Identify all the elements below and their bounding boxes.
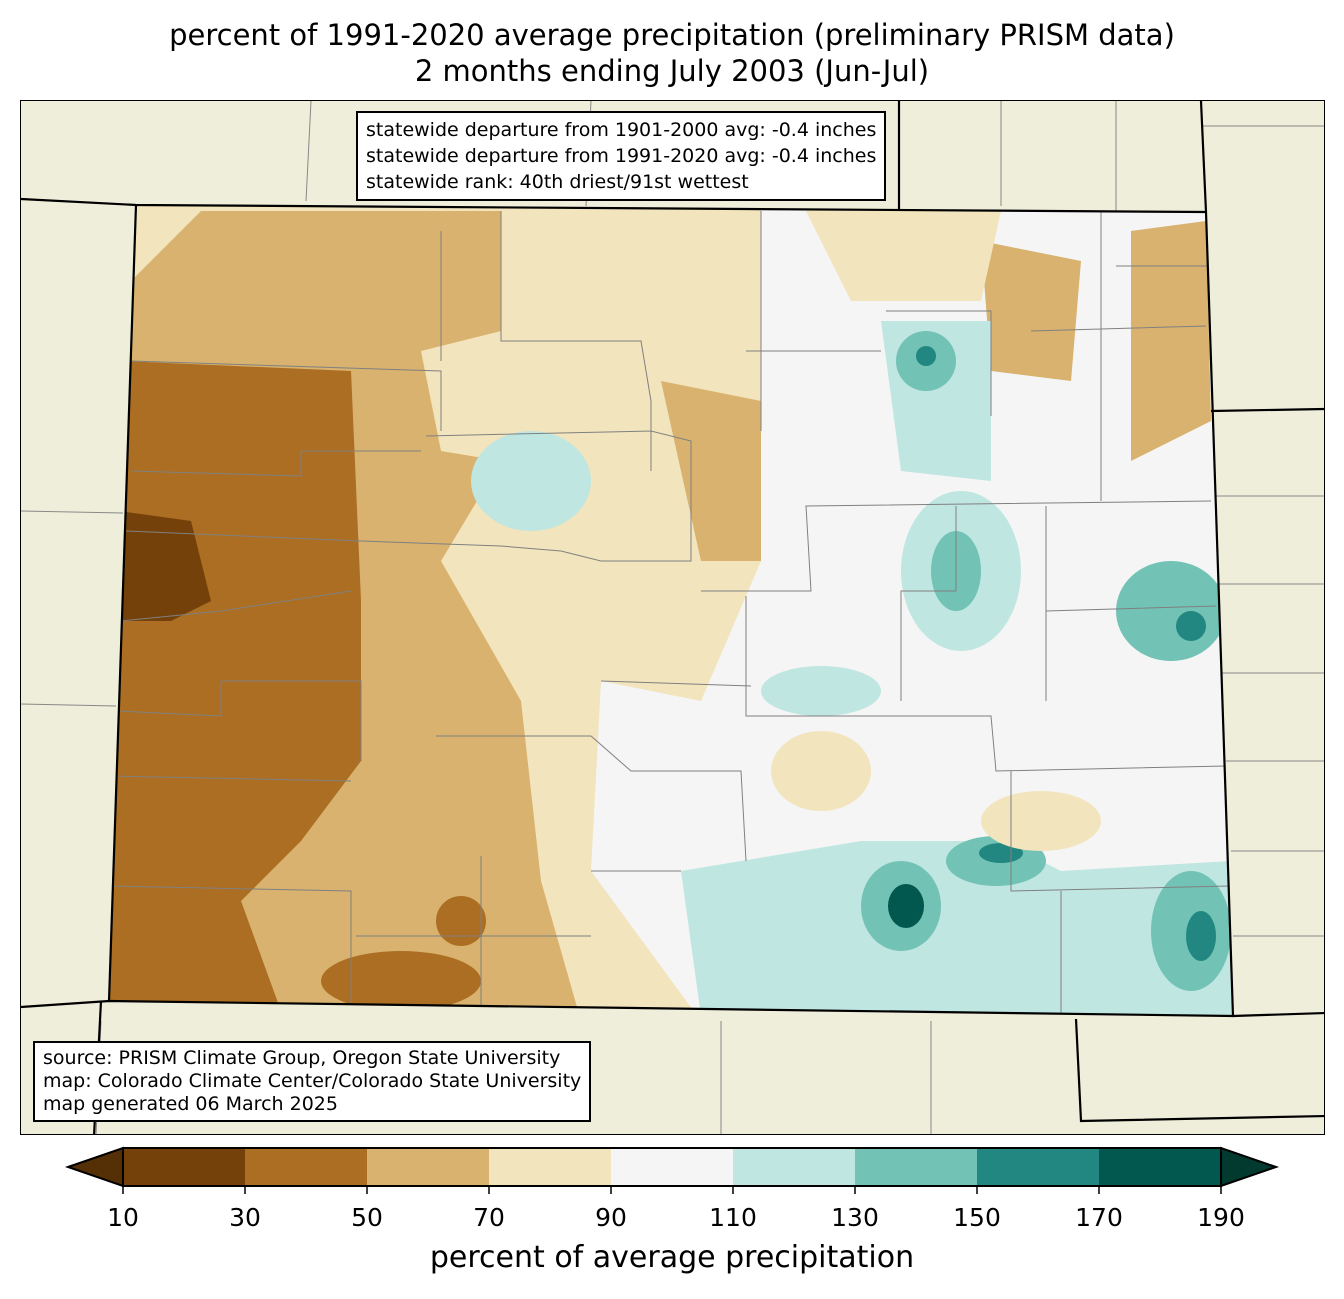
map-graphic xyxy=(21,101,1324,1134)
colorbar-under-arrow xyxy=(64,1146,124,1188)
generated-date-line: map generated 06 March 2025 xyxy=(43,1093,338,1115)
colorbar-segment xyxy=(489,1148,612,1186)
colorbar-segment xyxy=(977,1148,1100,1186)
colorbar-tick-label: 170 xyxy=(1075,1203,1123,1232)
statewide-stats-box: statewide departure from 1901-2000 avg: … xyxy=(356,111,887,201)
stat-rank: statewide rank: 40th driest/91st wettest xyxy=(366,171,749,193)
colorbar-tick-label: 30 xyxy=(229,1203,261,1232)
map-title: percent of 1991-2020 average precipitati… xyxy=(169,18,1175,52)
colorbar-segment xyxy=(123,1148,246,1186)
colorbar-tick-label: 10 xyxy=(107,1203,139,1232)
colorbar-segment xyxy=(245,1148,368,1186)
map-credit-line: map: Colorado Climate Center/Colorado St… xyxy=(43,1070,582,1092)
colorbar-tick-label: 50 xyxy=(351,1203,383,1232)
colorbar-segment xyxy=(1099,1148,1222,1186)
stat-departure-1991: statewide departure from 1991-2020 avg: … xyxy=(366,145,877,167)
source-box: source: PRISM Climate Group, Oregon Stat… xyxy=(33,1041,592,1122)
colorbar-tick-label: 190 xyxy=(1197,1203,1245,1232)
colorbar-tick-label: 90 xyxy=(595,1203,627,1232)
stat-departure-1901: statewide departure from 1901-2000 avg: … xyxy=(366,119,877,141)
precip-field xyxy=(109,205,1233,1016)
colorbar-tick-label: 70 xyxy=(473,1203,505,1232)
colorbar-over-arrow xyxy=(1220,1146,1280,1188)
colorbar-tick-label: 150 xyxy=(953,1203,1001,1232)
colorbar-segment xyxy=(611,1148,734,1186)
colorbar-segment xyxy=(733,1148,856,1186)
colorbar-tick-label: 130 xyxy=(831,1203,879,1232)
colorbar-segment xyxy=(855,1148,978,1186)
map-subtitle: 2 months ending July 2003 (Jun-Jul) xyxy=(414,54,930,88)
colorbar xyxy=(64,1146,1280,1194)
colorbar-label: percent of average precipitation xyxy=(429,1240,915,1275)
source-line: source: PRISM Climate Group, Oregon Stat… xyxy=(43,1047,561,1069)
colorbar-segment xyxy=(367,1148,490,1186)
precipitation-map: statewide departure from 1901-2000 avg: … xyxy=(20,100,1325,1135)
county-lines xyxy=(109,211,1232,1016)
colorbar-tick-label: 110 xyxy=(709,1203,757,1232)
